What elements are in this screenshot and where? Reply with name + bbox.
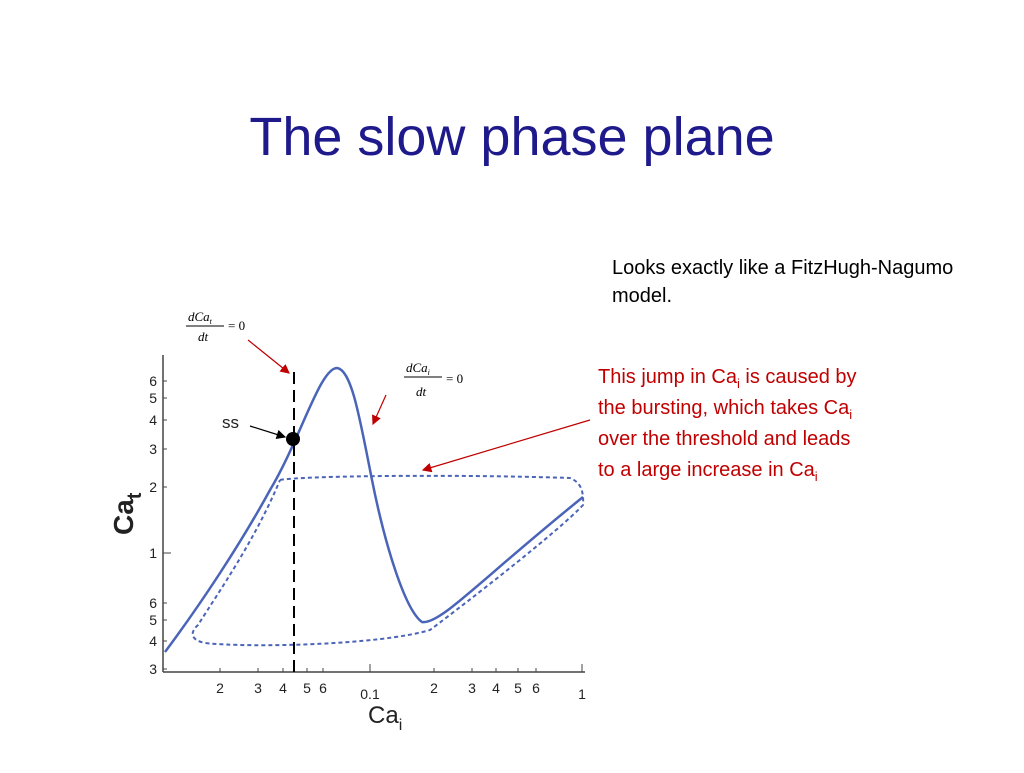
arrow [421, 419, 591, 473]
steady-state [286, 432, 300, 446]
annotation-sub: i [849, 407, 852, 422]
y-tick-label: 4 [149, 412, 157, 428]
y-tick-label: 1 [149, 545, 157, 561]
note: Looks exactly like a FitzHugh-Nagumo mod… [612, 257, 954, 307]
annotation-text: is caused by [740, 366, 857, 388]
ss-arrow [249, 425, 287, 440]
annotation-sub: i [815, 469, 818, 484]
frac-rhs: = 0 [228, 318, 245, 333]
y-label: Cat [108, 492, 146, 535]
ss-label: ss [222, 413, 239, 432]
x-tick-label: 0.1 [360, 686, 380, 702]
annotation-text: the bursting, which takes Ca [598, 397, 850, 419]
annotation-text: over the threshold and leads [598, 428, 850, 450]
annotation-line: the bursting, which takes Cai [598, 397, 852, 422]
y-tick-label: 3 [149, 661, 157, 677]
y-tick-label: 3 [149, 441, 157, 457]
y-label-sub: t [124, 492, 146, 499]
frac-sub: t [210, 317, 213, 326]
x-tick-label: 4 [279, 680, 287, 696]
x-tick-label: 1 [578, 686, 586, 702]
annotation-text: to a large increase in Ca [598, 459, 816, 481]
arrow [247, 339, 290, 374]
frac-sub: i [428, 368, 430, 377]
x-tick-label: 3 [468, 680, 476, 696]
y-tick-label: 5 [149, 612, 157, 628]
note-box: Looks exactly like a FitzHugh-Nagumo mod… [612, 257, 954, 307]
x-tick-label: 3 [254, 680, 262, 696]
frac-num: dCa [188, 309, 210, 324]
annotation-line: This jump in Cai is caused by [598, 366, 857, 391]
frac-num: dCa [406, 360, 428, 375]
frac-rhs: = 0 [446, 371, 463, 386]
x-label: Cai [368, 702, 402, 734]
y-tick-label: 6 [149, 373, 157, 389]
y-tick-label: 4 [149, 633, 157, 649]
x-tick-label: 2 [430, 680, 438, 696]
y-tick-label: 2 [149, 479, 157, 495]
annotation-line: over the threshold and leads [598, 428, 850, 450]
y-label: Ca [108, 499, 139, 535]
frac-den: dt [198, 329, 209, 344]
x-label: Ca [368, 702, 399, 729]
y-tick-label: 6 [149, 595, 157, 611]
x-tick-label: 5 [514, 680, 522, 696]
x-tick-label: 6 [532, 680, 540, 696]
x-label-sub: i [399, 717, 403, 734]
annotation-sub: i [737, 376, 740, 391]
frac-den: dt [416, 384, 427, 399]
trajectory [191, 474, 585, 647]
frac-num: dCai [406, 360, 430, 377]
slide-title: The slow phase plane [249, 107, 774, 167]
x-tick-label: 6 [319, 680, 327, 696]
annotation-line: to a large increase in Cai [598, 459, 818, 484]
y-tick-label: 5 [149, 390, 157, 406]
x-tick-label: 4 [492, 680, 500, 696]
arrow [372, 394, 387, 426]
frac-num: dCat [188, 309, 213, 326]
ca-i-nullcline [163, 366, 584, 653]
annotation-text: This jump in Ca [598, 366, 738, 388]
x-tick-label: 5 [303, 680, 311, 696]
x-tick-label: 2 [216, 680, 224, 696]
